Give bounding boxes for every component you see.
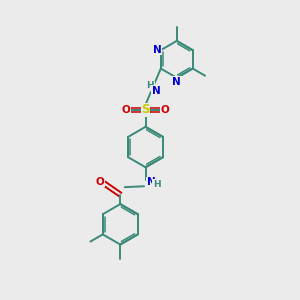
Text: N: N [172, 76, 181, 87]
Text: H: H [153, 180, 160, 189]
Text: O: O [160, 105, 169, 115]
Text: S: S [141, 103, 150, 116]
Text: N: N [153, 44, 161, 55]
Text: N: N [152, 86, 161, 96]
Text: O: O [96, 177, 105, 187]
Text: N: N [146, 177, 155, 188]
Text: O: O [122, 105, 130, 115]
Text: H: H [146, 81, 154, 90]
